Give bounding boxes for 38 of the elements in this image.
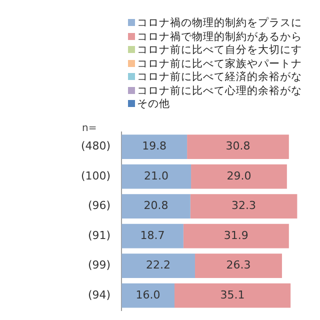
bar — [183, 224, 289, 248]
legend-label: コロナ禍で物理的制約があるから — [136, 30, 302, 44]
data-label: 20.8 — [144, 199, 168, 212]
data-label: 35.1 — [220, 288, 245, 302]
legend-label: コロナ前に比べて経済的余裕がな — [136, 71, 302, 84]
bar — [174, 283, 291, 308]
bar — [122, 134, 188, 160]
bar — [122, 224, 184, 248]
y-tick-label: (100) — [80, 169, 111, 182]
data-label: 18.7 — [140, 228, 165, 242]
y-tick-label: (91) — [88, 228, 111, 242]
legend-label: コロナ前に比べて家族やパートナ — [136, 58, 302, 71]
data-label: 26.3 — [226, 258, 251, 272]
legend-label: その他 — [136, 98, 171, 112]
y-tick-label: (480) — [80, 140, 111, 153]
data-label: 32.3 — [232, 199, 256, 212]
bar — [122, 194, 190, 219]
bar — [187, 134, 289, 160]
data-label: 29.0 — [226, 169, 252, 182]
bar — [122, 164, 192, 189]
data-label: 31.9 — [224, 228, 248, 242]
y-tick-label: (94) — [88, 288, 111, 302]
bar — [122, 254, 195, 278]
text: n= — [82, 123, 97, 134]
legend-label: コロナ前に比べて心理的余裕がな — [136, 84, 302, 98]
legend-label: コロナ前に比べて自分を大切にす — [136, 44, 302, 58]
data-label: 21.0 — [144, 169, 169, 182]
bar — [122, 283, 174, 308]
bar — [194, 254, 282, 278]
bar — [190, 194, 298, 219]
data-label: 22.2 — [146, 258, 171, 272]
data-label: 16.0 — [136, 288, 160, 302]
legend-label: コロナ禍の物理的制約をプラスに — [136, 17, 302, 30]
data-label: 30.8 — [226, 140, 250, 153]
bar — [191, 164, 287, 189]
data-label: 19.8 — [142, 140, 167, 153]
y-tick-label: (99) — [88, 258, 111, 272]
y-tick-label: (96) — [88, 199, 111, 212]
